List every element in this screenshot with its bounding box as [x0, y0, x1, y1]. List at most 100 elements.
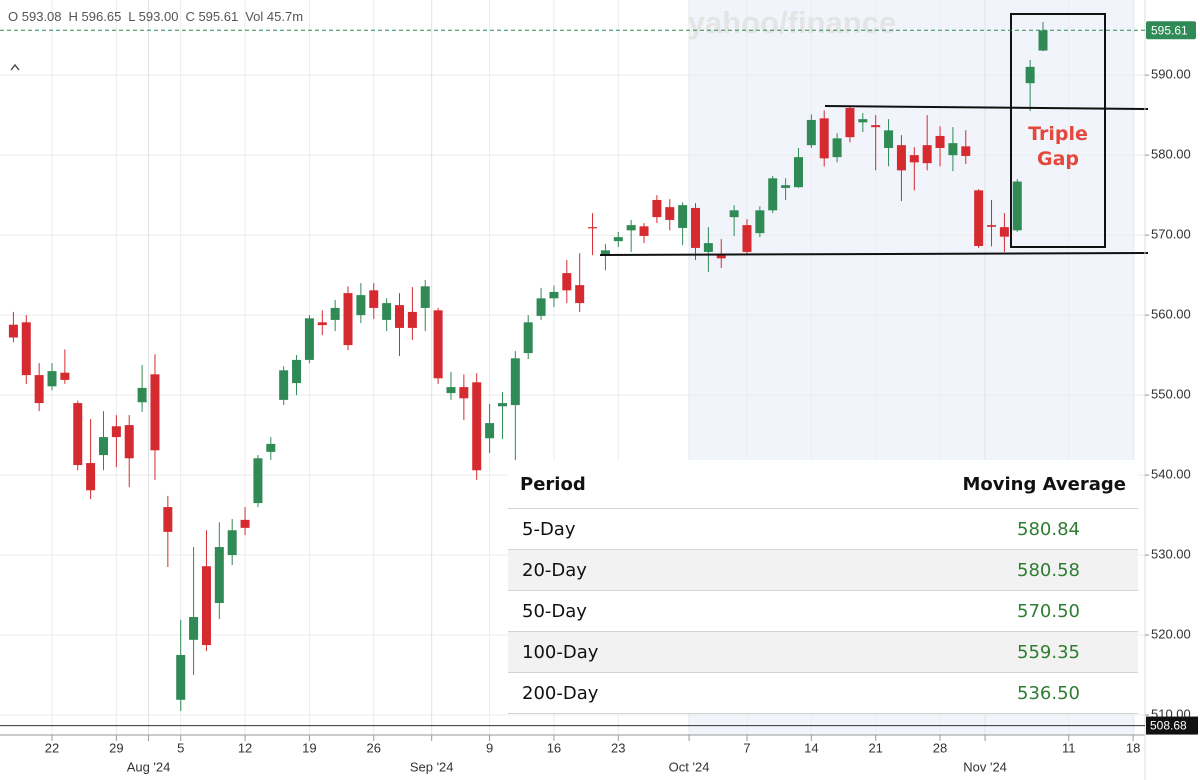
candle-body	[8, 324, 18, 338]
candle-body	[999, 227, 1009, 237]
collapse-icon[interactable]	[10, 63, 20, 71]
candle-body	[523, 322, 533, 354]
table-row: 200-Day 536.50	[508, 672, 1138, 714]
candle-body	[703, 243, 713, 252]
period-cell: 5-Day	[508, 508, 734, 550]
candle-body	[871, 125, 881, 128]
annotation: Triple Gap	[1028, 123, 1088, 170]
candle-body	[150, 374, 160, 451]
crosshair-badge	[1146, 716, 1198, 735]
x-tick-label: 19	[302, 740, 316, 755]
candle-body	[755, 210, 765, 234]
candle-body	[922, 145, 932, 164]
legend-key: H	[68, 9, 78, 24]
x-tick-label: 7	[743, 740, 750, 755]
candle-body	[832, 138, 842, 158]
period-cell: 200-Day	[508, 672, 734, 714]
candle-body	[330, 307, 340, 320]
moving-average-table: Period Moving Average 5-Day 580.84 20-Day 5…	[508, 460, 1138, 714]
legend-value: 593.00	[138, 9, 179, 24]
candle-body	[176, 655, 186, 700]
candle-body	[73, 403, 83, 466]
candle-body	[1038, 30, 1048, 51]
x-tick-label: 26	[367, 740, 381, 755]
candle-body	[948, 143, 958, 156]
month-label: Sep '24	[410, 759, 454, 774]
candle-body	[189, 617, 199, 640]
legend-value: 595.61	[198, 9, 239, 24]
candle-body	[793, 157, 803, 188]
x-tick-label: 22	[45, 740, 59, 755]
x-tick-label: 14	[804, 740, 818, 755]
y-tick-label: 530.00	[1151, 546, 1191, 561]
gap-box	[1010, 13, 1106, 248]
candle-body	[395, 305, 404, 328]
candle-body	[858, 119, 868, 123]
candle-body	[253, 458, 263, 504]
table-row: 50-Day 570.50	[508, 590, 1138, 632]
candle-body	[575, 285, 585, 304]
candle-body	[485, 423, 495, 439]
month-label: Aug '24	[127, 759, 171, 774]
average-cell: 580.58	[733, 549, 1138, 591]
candle-body	[304, 318, 314, 360]
legend-key: L	[128, 9, 136, 24]
legend-key: C	[185, 9, 195, 24]
candle-body	[343, 293, 353, 346]
last-price-badge	[1146, 21, 1196, 40]
candle-body	[909, 155, 919, 163]
candle-body	[896, 145, 906, 171]
candle-body	[407, 311, 417, 328]
y-tick-label: 540.00	[1151, 467, 1191, 482]
candle-body	[497, 403, 507, 407]
watermark: yahoo/finance	[688, 5, 896, 40]
candle-body	[317, 322, 327, 326]
candle-body	[639, 226, 649, 236]
candle-body	[163, 507, 173, 532]
candles	[8, 21, 1048, 712]
candle-body	[459, 387, 469, 399]
table-header: Period Moving Average	[508, 460, 1138, 509]
candle-body	[1012, 181, 1022, 231]
legend-item: C 595.61	[185, 9, 238, 24]
x-tick-label: 9	[486, 740, 493, 755]
candle-body	[1025, 66, 1035, 84]
candle-body	[34, 375, 44, 404]
candle-body	[279, 370, 289, 400]
x-tick-label: 18	[1126, 740, 1140, 755]
candle-body	[819, 118, 829, 159]
candle-body	[987, 225, 997, 227]
candle-body	[600, 250, 610, 256]
last-price-label: 595.61	[1151, 23, 1188, 37]
candle-body	[369, 290, 379, 308]
month-label: Oct '24	[669, 759, 710, 774]
candle-body	[111, 426, 121, 438]
candle-body	[356, 295, 366, 316]
candle-body	[21, 322, 31, 376]
candle-body	[678, 205, 688, 228]
candle-body	[806, 119, 816, 146]
y-tick-label: 580.00	[1151, 147, 1191, 162]
candle-body	[240, 519, 250, 528]
candle-body	[86, 463, 96, 491]
candle-body	[845, 107, 855, 138]
support-line	[599, 252, 1149, 256]
candle-body	[961, 146, 971, 156]
legend-key: O	[8, 9, 19, 24]
month-label: Nov '24	[963, 759, 1007, 774]
candle-body	[420, 286, 430, 308]
table-row: 20-Day 580.58	[508, 549, 1138, 591]
x-tick-label: 29	[109, 740, 123, 755]
candle-body	[884, 130, 894, 148]
period-cell: 100-Day	[508, 631, 734, 673]
candle-body	[935, 135, 945, 148]
candle-body	[472, 382, 482, 471]
x-tick-label: 23	[611, 740, 625, 755]
candle-body	[613, 237, 623, 242]
x-tick-label: 5	[177, 740, 184, 755]
candle-body	[137, 387, 147, 403]
legend-item: O 593.08	[8, 9, 62, 24]
candle-body	[266, 443, 276, 452]
column-header: Moving Average	[733, 460, 1138, 509]
x-tick-label: 16	[547, 740, 561, 755]
